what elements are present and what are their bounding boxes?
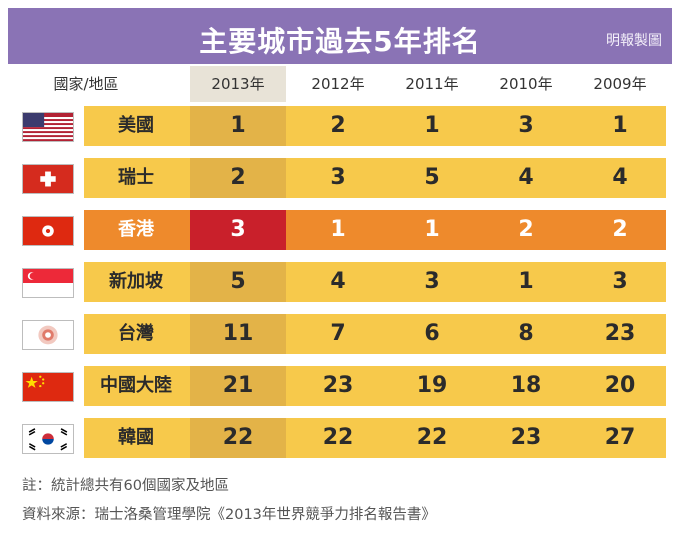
header-year-2010: 2010年 (499, 75, 553, 93)
row-bar (84, 262, 666, 302)
rank-cell: 1 (330, 217, 346, 242)
rank-cell: 2 (230, 165, 246, 190)
rank-cell: 3 (612, 269, 628, 294)
region-label: 台灣 (118, 323, 154, 344)
rank-cell: 5 (424, 165, 440, 190)
table-header: 國家/地區 2013年 2012年 2011年 2010年 2009年 (0, 66, 680, 102)
rank-cell: 5 (230, 269, 246, 294)
usa-flag-icon (22, 112, 74, 142)
rank-cell: 20 (604, 373, 636, 398)
rank-cell: 3 (518, 113, 534, 138)
rank-cell: 4 (518, 165, 534, 190)
row-bar (84, 106, 666, 146)
rank-cell: 2 (612, 217, 628, 242)
header-year-2013: 2013年 (190, 66, 286, 102)
row-bar (84, 418, 666, 458)
rank-cell: 23 (604, 321, 636, 346)
region-label: 中國大陸 (100, 375, 172, 396)
row-bar (84, 366, 666, 406)
rank-cell: 21 (222, 373, 254, 398)
region-label: 瑞士 (118, 167, 154, 188)
region-label: 新加坡 (109, 271, 163, 292)
source-note: 資料來源：瑞士洛桑管理學院《2013年世界競爭力排名報告書》 (22, 507, 436, 523)
rank-cell: 4 (330, 269, 346, 294)
rank-cell: 11 (222, 321, 254, 346)
rank-cell: 23 (322, 373, 354, 398)
rank-cell: 1 (230, 113, 246, 138)
rank-cell: 19 (416, 373, 448, 398)
credit-label: 明報製圖 (606, 33, 662, 49)
china-flag-icon (22, 372, 74, 402)
header-year-2011: 2011年 (405, 75, 459, 93)
rank-cell: 1 (612, 113, 628, 138)
rank-cell: 18 (510, 373, 542, 398)
table-row: 韓國 22 22 22 23 27 (0, 416, 680, 460)
chart-title: 主要城市過去5年排名 (199, 25, 481, 58)
table-row: 新加坡 5 4 3 1 3 (0, 260, 680, 304)
region-label: 美國 (118, 115, 154, 136)
taiwan-emblem-icon (22, 320, 74, 350)
rank-cell: 7 (330, 321, 346, 346)
rank-cell: 3 (330, 165, 346, 190)
rank-cell: 22 (222, 425, 254, 450)
rank-cell: 3 (230, 217, 246, 242)
header-year-2012: 2012年 (311, 75, 365, 93)
row-bar (84, 314, 666, 354)
rank-cell: 8 (518, 321, 534, 346)
rank-cell: 4 (612, 165, 628, 190)
rank-cell: 23 (510, 425, 542, 450)
switzerland-flag-icon (22, 164, 74, 194)
title-bar: 主要城市過去5年排名 明報製圖 (8, 8, 672, 64)
row-bar (84, 158, 666, 198)
header-region: 國家/地區 (53, 75, 119, 93)
table-row: 中國大陸 21 23 19 18 20 (0, 364, 680, 408)
table-row: 瑞士 2 3 5 4 4 (0, 156, 680, 200)
region-label: 韓國 (118, 427, 154, 448)
rank-cell: 1 (518, 269, 534, 294)
rank-cell: 2 (518, 217, 534, 242)
header-year-2009: 2009年 (593, 75, 647, 93)
row-bar (84, 210, 666, 250)
rank-cell: 22 (322, 425, 354, 450)
rank-cell: 3 (424, 269, 440, 294)
rank-cell: 22 (416, 425, 448, 450)
rank-cell: 1 (424, 113, 440, 138)
rank-cell: 6 (424, 321, 440, 346)
singapore-flag-icon (22, 268, 74, 298)
table-row: 美國 1 2 1 3 1 (0, 104, 680, 148)
rank-cell: 1 (424, 217, 440, 242)
region-label: 香港 (118, 219, 154, 240)
rank-cell: 27 (604, 425, 636, 450)
table-row: 香港 3 1 1 2 2 (0, 208, 680, 252)
south-korea-flag-icon (22, 424, 74, 454)
footnote: 註：統計總共有60個國家及地區 (22, 478, 229, 494)
hong-kong-flag-icon (22, 216, 74, 246)
rank-cell: 2 (330, 113, 346, 138)
table-row: 台灣 11 7 6 8 23 (0, 312, 680, 356)
